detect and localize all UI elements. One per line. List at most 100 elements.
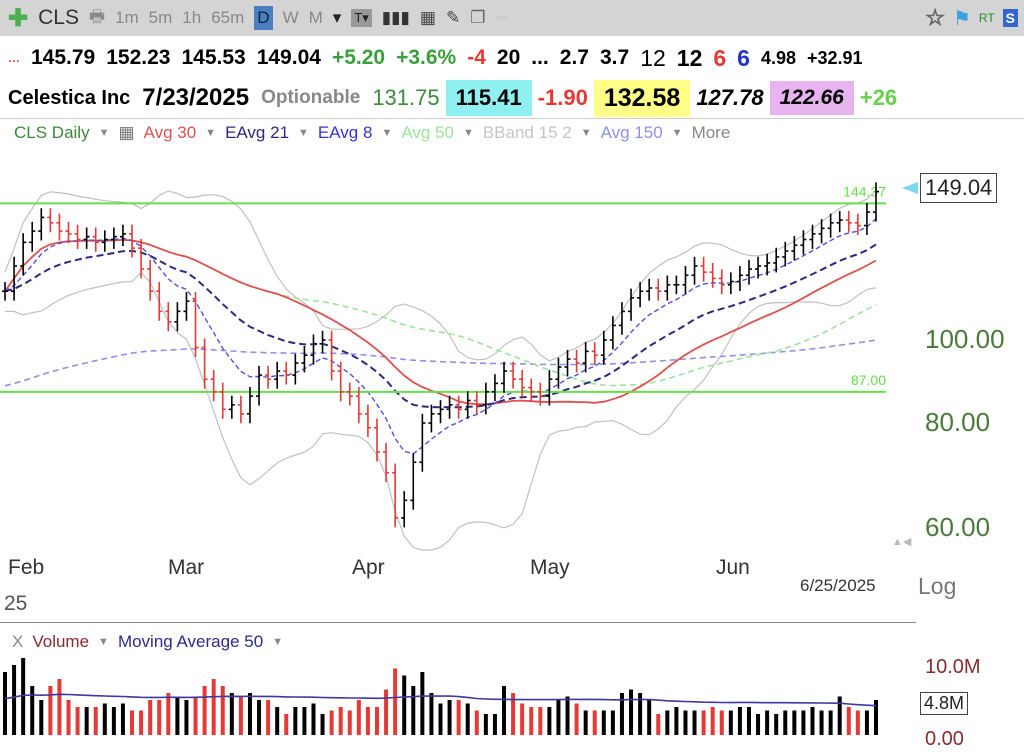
price-bar <box>310 334 317 365</box>
legend-bband[interactable]: BBand 15 2 <box>482 122 572 142</box>
volume-bar <box>465 703 470 735</box>
interval-dropdown-icon[interactable]: ▾ <box>332 8 342 27</box>
volume-bar <box>619 693 624 735</box>
price-bar <box>854 213 861 235</box>
bar-chart-icon[interactable]: ▮▮▮ <box>381 8 410 27</box>
volume-bar <box>193 696 198 735</box>
interval-monthly[interactable]: M <box>308 8 323 27</box>
legend-eavg21[interactable]: EAvg 21 <box>225 122 290 142</box>
price-bar <box>237 395 244 424</box>
notes-icon[interactable]: ❐ <box>470 8 486 27</box>
symbol-field[interactable]: CLS <box>38 6 79 29</box>
volume-bar <box>220 686 225 735</box>
s-menu-button[interactable]: S <box>1002 9 1018 27</box>
interval-65m[interactable]: 65m <box>211 8 245 27</box>
volume-bar <box>347 710 352 735</box>
volume-bar <box>139 710 144 735</box>
price-bar <box>20 233 27 276</box>
volume-bar <box>48 686 53 735</box>
field-5: 127.78 <box>696 85 764 110</box>
text-tool-icon[interactable]: T▾ <box>351 9 372 27</box>
volume-bar <box>438 703 443 735</box>
legend-volume-ma[interactable]: Moving Average 50 <box>117 632 264 651</box>
volume-bar <box>511 693 516 735</box>
legend-avg50[interactable]: Avg 50 <box>401 122 454 142</box>
star-icon[interactable]: ☆ <box>925 5 946 31</box>
chevron-down-icon[interactable]: ▼ <box>381 126 393 139</box>
value-10: 4.98 <box>760 47 797 68</box>
interval-5m[interactable]: 5m <box>148 8 173 27</box>
interval-1h[interactable]: 1h <box>182 8 202 27</box>
price-bar <box>265 365 272 389</box>
price-bar <box>818 219 825 244</box>
chevron-down-icon[interactable]: ▼ <box>272 636 284 648</box>
menu-dots-icon[interactable]: … <box>8 51 20 65</box>
interval-daily[interactable]: D <box>254 6 273 30</box>
chevron-down-icon[interactable]: ▼ <box>298 126 309 139</box>
legend-avg150[interactable]: Avg 150 <box>600 122 663 142</box>
volume-tick-label: 10.0M <box>925 656 981 678</box>
volume-bar <box>57 679 62 735</box>
volume-bar <box>102 703 107 735</box>
volume-bar <box>329 710 334 735</box>
chart-name[interactable]: CLS Daily <box>14 122 90 142</box>
chevron-down-icon[interactable]: ▼ <box>671 126 683 139</box>
price-bar <box>827 213 834 238</box>
volume-bar <box>211 679 216 735</box>
volume-ma-line <box>4 693 877 707</box>
legend-volume[interactable]: Volume <box>32 632 90 651</box>
pane-divider[interactable] <box>0 622 916 623</box>
close-pane-button[interactable]: X <box>12 632 24 651</box>
field-7: +26 <box>859 85 898 110</box>
add-icon[interactable]: ✚ <box>8 4 29 32</box>
volume-bar <box>420 672 425 735</box>
scroll-arrows-icon[interactable]: ▲◀ <box>892 536 912 548</box>
price-bar <box>129 224 136 258</box>
price-bar <box>301 346 308 373</box>
chevron-down-icon[interactable]: ▼ <box>98 126 110 139</box>
indicator-legend: CLS Daily ▼ ▦ Avg 30 ▼ EAvg 21 ▼ EAvg 8 ▼ Av… <box>0 118 1024 146</box>
volume-bar <box>447 700 452 735</box>
price-bar <box>600 330 607 365</box>
volume-bar <box>746 707 751 735</box>
pencil-icon[interactable]: ✎ <box>445 8 461 27</box>
change-value: +5.20 <box>331 46 386 69</box>
price-bar <box>464 391 471 419</box>
interval-1m[interactable]: 1m <box>115 8 139 27</box>
chevron-down-icon[interactable]: ▼ <box>98 636 109 648</box>
chevron-down-icon[interactable]: ▼ <box>580 126 592 139</box>
flag-icon[interactable]: ⚑ <box>952 7 971 30</box>
last-price-marker-icon <box>902 182 918 194</box>
last-date: 6/25/2025 <box>800 576 876 595</box>
price-bar <box>519 370 526 398</box>
volume-bar <box>302 707 307 735</box>
more-button[interactable]: More <box>691 122 731 142</box>
price-bar <box>873 182 879 222</box>
volume-chart[interactable] <box>0 655 1024 755</box>
price-bar <box>637 282 644 308</box>
value-1: -4 <box>467 46 486 69</box>
volume-bar <box>601 710 606 735</box>
volume-bar <box>828 710 833 735</box>
volume-bar <box>565 696 570 735</box>
chevron-down-icon[interactable]: ▼ <box>462 126 474 139</box>
volume-bar <box>629 689 634 735</box>
company-name: Celestica Inc <box>8 86 131 109</box>
interval-weekly[interactable]: W <box>282 8 299 27</box>
chevron-down-icon[interactable]: ▼ <box>205 126 217 139</box>
print-icon[interactable]: 🖶 <box>88 6 106 26</box>
grid-add-icon[interactable]: ▦ <box>419 8 436 27</box>
log-scale-toggle[interactable]: Log <box>918 573 957 599</box>
volume-bar <box>792 710 797 735</box>
price-bar <box>546 370 553 406</box>
price-chart[interactable]: 144.37 87.00 <box>0 150 1024 620</box>
legend-eavg8[interactable]: EAvg 8 <box>317 122 373 142</box>
grid-icon[interactable]: ▦ <box>118 122 135 142</box>
price-bar <box>383 442 390 483</box>
volume-bar <box>819 710 824 735</box>
volume-bar <box>855 710 860 735</box>
volume-bar <box>30 686 35 735</box>
realtime-label[interactable]: RT <box>978 11 995 25</box>
share-icon[interactable]: ➦ <box>495 8 510 27</box>
legend-avg30[interactable]: Avg 30 <box>143 122 197 142</box>
